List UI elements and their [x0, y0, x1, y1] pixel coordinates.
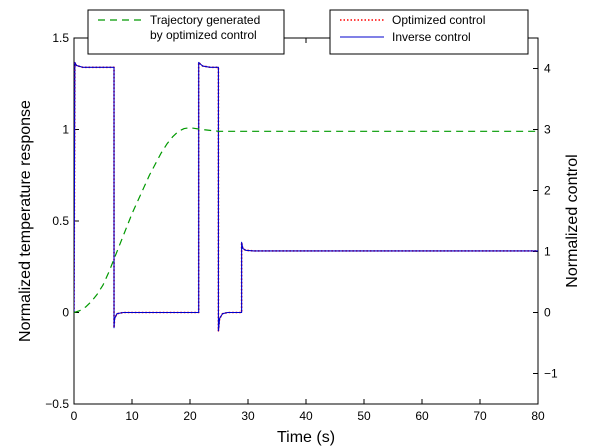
series-layer	[74, 61, 538, 332]
legend-trajectory-box	[87, 9, 285, 55]
legend-label-optimized: Optimized control	[392, 13, 485, 27]
x-tick-label: 30	[241, 409, 255, 423]
x-tick-label: 60	[415, 409, 429, 423]
right-y-tick-label: 3	[544, 123, 551, 137]
legend-controls-box	[329, 9, 529, 55]
right-y-tick-label: 1	[544, 245, 551, 259]
right-y-tick-label: 2	[544, 184, 551, 198]
left-y-tick-label: 0.5	[52, 214, 69, 228]
left-y-tick-label: 0	[62, 306, 69, 320]
legend-label-trajectory: by optimized control	[150, 28, 257, 42]
right-y-tick-label: 4	[544, 62, 551, 76]
x-tick-label: 70	[473, 409, 487, 423]
x-tick-label: 0	[71, 409, 78, 423]
series-line-inverse	[74, 61, 538, 332]
x-tick-label: 80	[531, 409, 545, 423]
series-line-trajectory	[74, 127, 538, 314]
legend-label-trajectory: Trajectory generated	[150, 13, 260, 27]
plot-frame	[73, 37, 539, 405]
x-tick-label: 20	[183, 409, 197, 423]
left-y-tick-label: 1	[62, 123, 69, 137]
left-y-axis-title: Normalized temperature response	[17, 100, 34, 342]
right-y-tick-label: −1	[544, 367, 558, 381]
right-y-axis-title: Normalized control	[564, 154, 581, 287]
x-tick-label: 10	[125, 409, 139, 423]
left-y-tick-label: −0.5	[45, 397, 69, 411]
right-y-tick-label: 0	[544, 306, 551, 320]
x-tick-label: 50	[357, 409, 371, 423]
x-tick-label: 40	[299, 409, 313, 423]
series-line-optimized	[74, 61, 538, 332]
legend-controls: Optimized control Inverse control	[329, 9, 529, 55]
legend-label-inverse: Inverse control	[392, 30, 471, 44]
left-y-tick-label: 1.5	[52, 31, 69, 45]
x-axis-title: Time (s)	[277, 429, 335, 446]
